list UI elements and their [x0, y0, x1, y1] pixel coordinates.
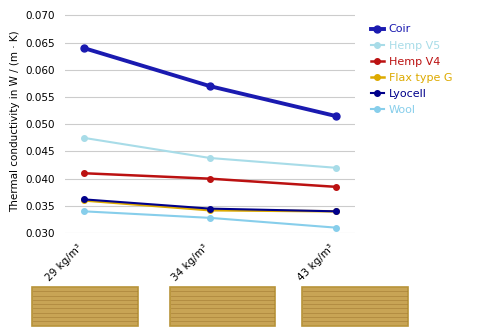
Wool — [207, 216, 213, 220]
Hemp V4 — [207, 177, 213, 181]
Line: Lyocell: Lyocell — [81, 196, 339, 214]
Lyocell — [81, 197, 87, 201]
Line: Hemp V5: Hemp V5 — [81, 135, 339, 170]
Line: Hemp V4: Hemp V4 — [81, 170, 339, 189]
Lyocell — [333, 209, 339, 213]
Coir — [207, 84, 213, 88]
Y-axis label: Thermal conductivity in W / (m · K): Thermal conductivity in W / (m · K) — [10, 31, 20, 212]
Line: Flax type G: Flax type G — [81, 198, 339, 214]
Hemp V4 — [333, 185, 339, 189]
Hemp V5 — [81, 136, 87, 140]
Wool — [333, 226, 339, 230]
Line: Coir: Coir — [80, 45, 340, 120]
Bar — [32, 287, 138, 326]
Legend: Coir, Hemp V5, Hemp V4, Flax type G, Lyocell, Wool: Coir, Hemp V5, Hemp V4, Flax type G, Lyo… — [366, 20, 456, 120]
Bar — [170, 287, 276, 326]
Coir — [81, 46, 87, 50]
Line: Wool: Wool — [81, 208, 339, 230]
Flax type G — [333, 209, 339, 213]
Coir — [333, 114, 339, 118]
Hemp V5 — [207, 156, 213, 160]
Flax type G — [81, 198, 87, 202]
Wool — [81, 209, 87, 213]
Hemp V4 — [81, 171, 87, 175]
Lyocell — [207, 206, 213, 210]
Bar — [302, 287, 408, 326]
Flax type G — [207, 208, 213, 212]
Hemp V5 — [333, 166, 339, 170]
